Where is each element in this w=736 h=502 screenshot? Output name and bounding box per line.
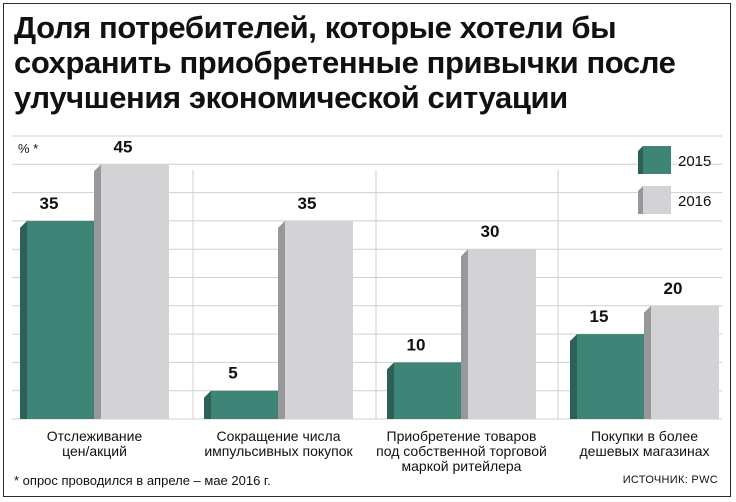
value-label: 10 bbox=[407, 335, 426, 354]
legend-swatch bbox=[643, 146, 671, 174]
bar-front bbox=[577, 334, 645, 419]
bar-side bbox=[644, 305, 651, 419]
value-label: 35 bbox=[40, 194, 59, 213]
bar-front bbox=[468, 249, 536, 419]
bar-side bbox=[387, 362, 394, 419]
bar-front bbox=[101, 164, 169, 419]
bar-front bbox=[651, 305, 719, 419]
bar-front bbox=[211, 390, 279, 419]
bar-front bbox=[27, 220, 95, 419]
bar-2015-1 bbox=[20, 220, 95, 419]
value-label: 35 bbox=[298, 194, 317, 213]
bar-side bbox=[278, 220, 285, 419]
bar-front bbox=[394, 362, 462, 419]
bar-side bbox=[461, 249, 468, 419]
category-label: Отслеживание цен/акций bbox=[47, 428, 143, 459]
legend-item-2015: 2015 bbox=[638, 146, 711, 174]
bar-side bbox=[94, 164, 101, 419]
bar-2015-3 bbox=[387, 362, 462, 419]
legend-item-2016: 2016 bbox=[638, 186, 711, 214]
bar-2016-4 bbox=[644, 305, 719, 419]
bar-side bbox=[204, 390, 211, 419]
chart-frame bbox=[3, 3, 731, 497]
value-label: 45 bbox=[114, 137, 133, 156]
category-label: Сокращение числа импульсивных покупок bbox=[204, 428, 353, 459]
y-axis-label: % * bbox=[18, 141, 38, 156]
value-label: 20 bbox=[664, 279, 683, 298]
category-labels: Отслеживание цен/акций Сокращение числа имп… bbox=[47, 428, 710, 474]
value-label: 15 bbox=[590, 307, 609, 326]
bar-2016-3 bbox=[461, 249, 536, 419]
footnote: * опрос проводился в апреле – мае 2016 г… bbox=[14, 473, 271, 488]
legend-label: 2016 bbox=[678, 193, 711, 210]
bar-side bbox=[570, 334, 577, 419]
bar-side bbox=[20, 220, 27, 419]
bar-2015-2 bbox=[204, 390, 279, 419]
bars bbox=[20, 164, 719, 419]
legend-swatch bbox=[643, 186, 671, 214]
value-label: 5 bbox=[228, 364, 237, 383]
legend: 2015 2016 bbox=[638, 146, 711, 214]
category-label: Покупки в более дешевых магазинах bbox=[580, 428, 710, 459]
bar-2016-2 bbox=[278, 220, 353, 419]
legend-label: 2015 bbox=[678, 153, 711, 170]
value-labels: 35 45 5 35 10 30 15 20 bbox=[40, 137, 683, 382]
legend-swatch-side bbox=[638, 186, 643, 214]
bar-2015-4 bbox=[570, 334, 645, 419]
bar-2016-1 bbox=[94, 164, 169, 419]
bar-front bbox=[285, 220, 353, 419]
legend-swatch-side bbox=[638, 146, 643, 174]
chart-title: Доля потребителей, которые хотели бы сох… bbox=[14, 10, 676, 115]
category-label: Приобретение товаров под собственной торг… bbox=[376, 428, 547, 474]
value-label: 30 bbox=[481, 222, 500, 241]
source-note: ИСТОЧНИК: PWC bbox=[622, 474, 718, 486]
